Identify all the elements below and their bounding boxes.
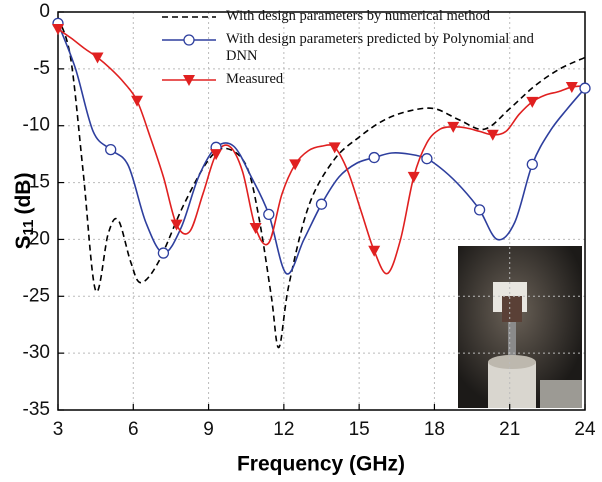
- marker: [183, 34, 195, 46]
- y-axis-label-main: S: [12, 235, 35, 249]
- x-tick-label: 9: [203, 419, 214, 440]
- y-tick-label: -15: [23, 172, 50, 193]
- y-tick-label: -20: [23, 228, 50, 249]
- marker: [473, 204, 486, 216]
- marker: [421, 153, 433, 165]
- marker: [105, 143, 117, 156]
- x-tick-label: 3: [53, 419, 64, 440]
- marker: [526, 158, 538, 171]
- marker: [263, 208, 275, 221]
- plot-border: [57, 11, 586, 411]
- marker: [131, 95, 144, 107]
- marker: [91, 52, 104, 64]
- y-axis-label-subscript: 11: [20, 220, 37, 236]
- x-tick-label: 12: [273, 419, 294, 440]
- marker: [368, 151, 380, 164]
- marker: [170, 219, 183, 231]
- legend-label: With design parameters predicted by Poly…: [226, 31, 534, 64]
- y-tick-label: 0: [39, 1, 50, 22]
- series-line: [58, 28, 585, 275]
- x-tick-label: 15: [349, 419, 370, 440]
- marker: [526, 96, 539, 108]
- marker: [183, 75, 195, 86]
- marker: [315, 198, 328, 210]
- marker: [486, 129, 499, 141]
- marker: [328, 142, 341, 154]
- marker: [52, 24, 64, 36]
- marker: [210, 149, 223, 161]
- inset-photo: [458, 246, 582, 408]
- x-tick-label: 24: [574, 419, 596, 440]
- y-tick-label: -10: [23, 115, 50, 136]
- y-axis-label: S11 (dB): [12, 173, 37, 250]
- marker: [447, 121, 460, 133]
- marker: [368, 245, 381, 257]
- legend-entry: With design parameters by numerical meth…: [160, 8, 556, 25]
- y-tick-label: -5: [33, 58, 50, 79]
- y-tick-label: -30: [23, 342, 50, 363]
- y-axis-label-unit: (dB): [12, 173, 35, 215]
- marker: [249, 223, 262, 235]
- legend-label: With design parameters by numerical meth…: [226, 8, 490, 24]
- marker: [157, 247, 170, 259]
- legend-swatch: [162, 16, 216, 18]
- legend-entry: With design parameters predicted by Poly…: [160, 31, 556, 65]
- legend-label: Measured: [226, 71, 284, 87]
- marker: [407, 171, 420, 183]
- marker: [579, 82, 591, 94]
- y-tick-label: -35: [23, 399, 50, 420]
- legend-swatch: [162, 34, 216, 46]
- legend-entry: Measured: [160, 71, 556, 88]
- x-tick-label: 21: [499, 419, 520, 440]
- legend: With design parameters by numerical meth…: [160, 8, 556, 94]
- x-tick-label: 18: [424, 419, 445, 440]
- legend-swatch: [162, 75, 216, 86]
- x-axis-label: Frequency (GHz): [237, 453, 405, 476]
- marker: [289, 159, 302, 171]
- marker: [565, 82, 578, 94]
- x-tick-label: 6: [128, 419, 139, 440]
- y-tick-label: -25: [23, 285, 50, 306]
